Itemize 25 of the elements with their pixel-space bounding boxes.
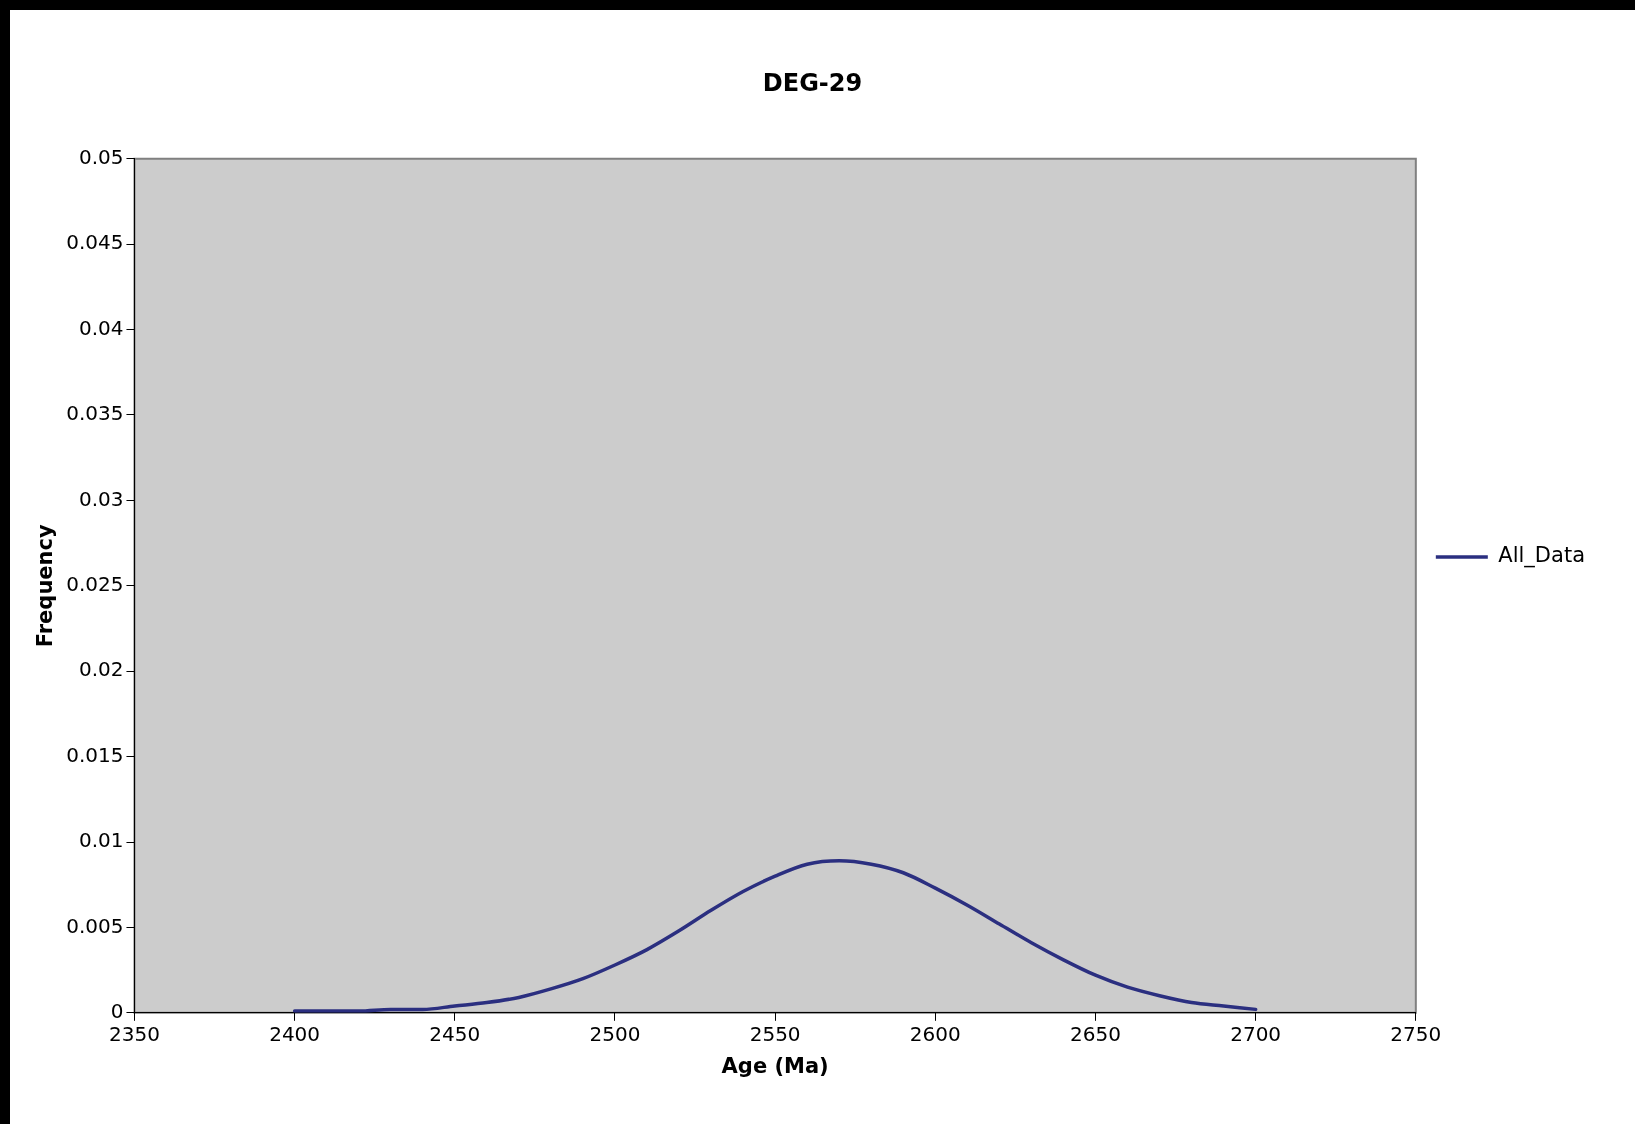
y-tick-label: 0.045	[66, 230, 124, 255]
x-axis-title: Age (Ma)	[721, 1053, 829, 1078]
y-tick-label: 0.035	[66, 401, 124, 426]
y-tick-label: 0.005	[66, 913, 124, 938]
y-axis-title: Frequency	[33, 524, 58, 648]
legend-label: All_Data	[1498, 543, 1586, 569]
x-tick-label: 2450	[429, 1022, 481, 1046]
y-tick-label: 0.04	[78, 315, 124, 340]
y-tick-label: 0.02	[78, 657, 124, 682]
x-tick-label: 2750	[1390, 1022, 1442, 1046]
y-tick-label: 0.015	[66, 742, 124, 767]
chart-title: DEG-29	[762, 68, 863, 97]
y-tick-label: 0.05	[78, 145, 124, 169]
x-tick-label: 2600	[909, 1022, 961, 1046]
y-tick-label: 0.03	[78, 486, 124, 511]
x-tick-label: 2700	[1230, 1022, 1282, 1046]
y-tick-label: 0	[110, 999, 124, 1023]
y-tick-label: 0.01	[78, 828, 124, 853]
x-tick-label: 2550	[749, 1022, 801, 1046]
x-tick-label: 2350	[109, 1022, 160, 1046]
line-series	[292, 859, 1258, 1013]
x-tick-label: 2500	[589, 1022, 641, 1046]
x-tick-label: 2400	[269, 1022, 321, 1046]
y-tick-label: 0.025	[66, 572, 124, 596]
x-tick-label: 2650	[1070, 1022, 1121, 1046]
